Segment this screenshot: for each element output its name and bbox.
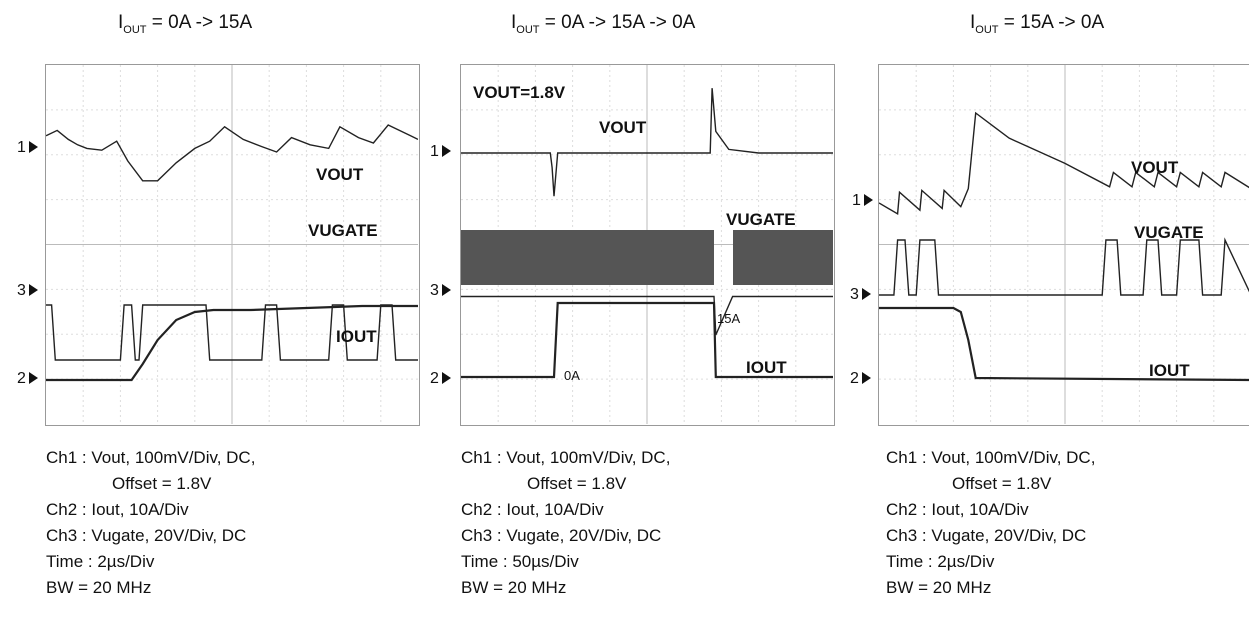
note-ch1: Ch1 : Vout, 100mV/Div, DC,: [46, 448, 256, 467]
ch-marker-1: 1: [430, 143, 451, 161]
ch-marker-3: 3: [17, 282, 38, 300]
ch-marker-3: 3: [430, 282, 451, 300]
label-vout: VOUT: [316, 165, 364, 184]
title-main: I: [118, 12, 124, 33]
scope-screen: VOUT=1.8V VOUT VUGATE IOUT 0A 15A: [460, 64, 835, 426]
scope-panel-3: IOUT = 15A -> 0A VOUT VUGATE IOUT 1 3 2 …: [840, 0, 1249, 637]
note-bw: BW = 20 MHz: [46, 578, 152, 597]
note-ch2: Ch2 : Iout, 10A/Div: [46, 500, 189, 519]
ch-marker-3: 3: [850, 286, 871, 304]
label-vugate: VUGATE: [726, 210, 796, 229]
label-0a: 0A: [564, 368, 580, 383]
scope-screen: VOUT VUGATE IOUT: [878, 64, 1249, 426]
trace-iout: [461, 301, 833, 379]
trace-iout: [879, 306, 1249, 382]
trace-vout: [879, 111, 1249, 215]
label-vout: VOUT: [1131, 158, 1179, 177]
title-sub: OUT: [123, 24, 147, 36]
scope-plot: [879, 65, 1249, 424]
scope-notes: Ch1 : Vout, 100mV/Div, DC, Offset = 1.8V…: [886, 448, 1096, 597]
note-time: Time : 2µs/Div: [46, 552, 155, 571]
scope-panel-2: IOUT = 0A -> 15A -> 0A VOUT=1.8V VOUT VU…: [415, 0, 835, 637]
vugate-switching-band: [733, 230, 833, 285]
label-15a: 15A: [717, 311, 741, 326]
trace-iout: [46, 304, 418, 382]
ch-marker-2: 2: [850, 370, 871, 388]
ch-marker-2: 2: [17, 370, 38, 388]
label-iout: IOUT: [336, 327, 377, 346]
note-ch3: Ch3 : Vugate, 20V/Div, DC: [46, 526, 247, 545]
note-offset: Offset = 1.8V: [112, 474, 212, 493]
label-vugate: VUGATE: [308, 221, 378, 240]
trace-vugate: [879, 237, 1249, 296]
panel-title: IOUT = 0A -> 15A -> 0A: [511, 12, 696, 36]
label-vout: VOUT: [599, 118, 647, 137]
title-rest: = 0A -> 15A: [146, 12, 253, 33]
ch-marker-1: 1: [17, 139, 38, 157]
panel-title: IOUT = 15A -> 0A: [970, 12, 1105, 36]
scope-notes: Ch1 : Vout, 100mV/Div, DC, Offset = 1.8V…: [461, 448, 671, 597]
scope-plot: [461, 65, 833, 424]
ch-marker-2: 2: [430, 370, 451, 388]
trace-vout: [46, 124, 418, 182]
scope-screen: VOUT VUGATE IOUT: [45, 64, 420, 426]
scope-notes: Ch1 : Vout, 100mV/Div, DC, Offset = 1.8V…: [46, 445, 255, 601]
label-iout: IOUT: [1149, 361, 1190, 380]
trace-vout: [461, 88, 833, 197]
panel-title: IOUT = 0A -> 15A: [118, 12, 253, 36]
label-iout: IOUT: [746, 358, 787, 377]
trace-vugate: [46, 304, 418, 361]
scope-plot: [46, 65, 418, 424]
vugate-switching-band: [461, 230, 714, 285]
ch-marker-1: 1: [852, 192, 873, 210]
scope-panel-1: IOUT = 0A -> 15A VOUT VUGATE IOUT 1 3 2 …: [0, 0, 420, 637]
label-vugate: VUGATE: [1134, 223, 1204, 242]
label-vout-offset: VOUT=1.8V: [473, 83, 566, 102]
